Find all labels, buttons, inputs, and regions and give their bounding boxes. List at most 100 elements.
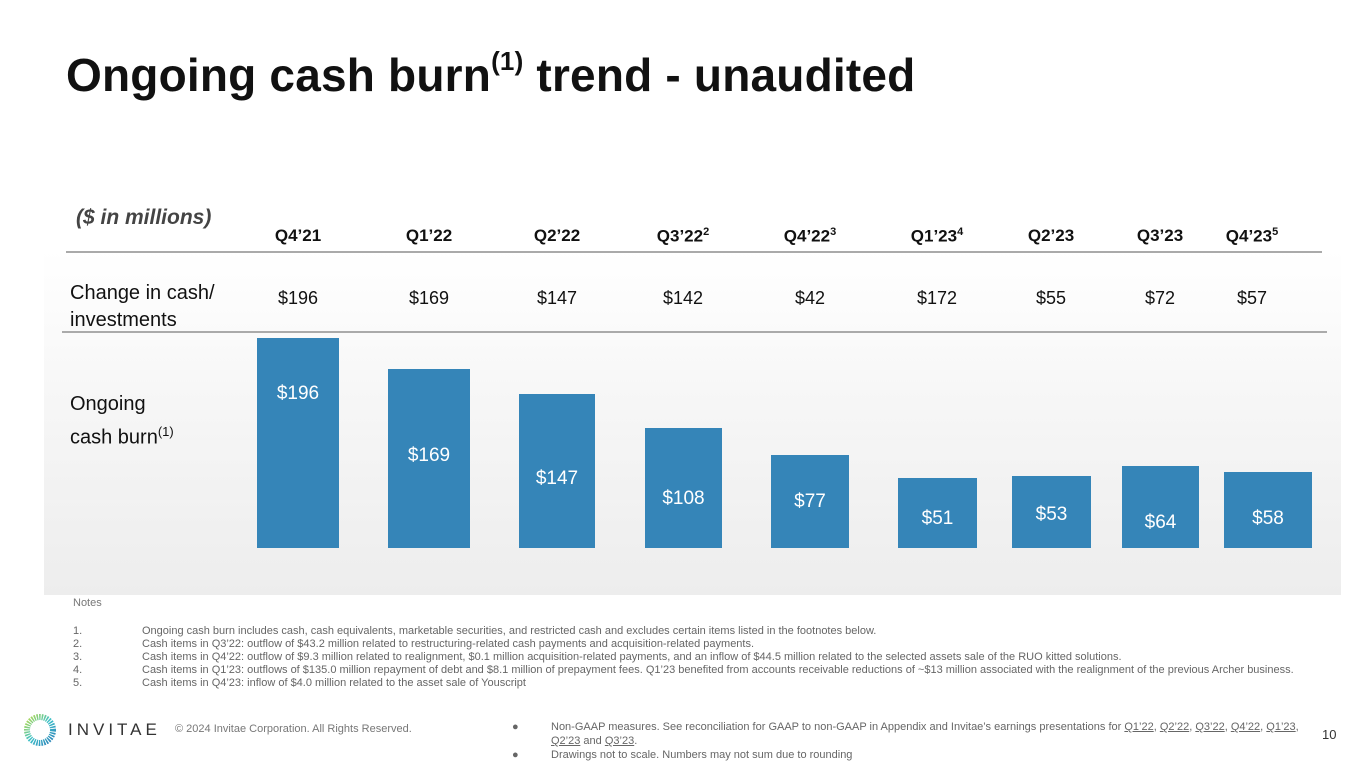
note-number: 2. — [73, 638, 83, 650]
change-value: $57 — [1236, 288, 1268, 308]
link-q2-23[interactable]: Q2’23 — [551, 735, 581, 747]
logo-text: INVITAE — [68, 720, 161, 739]
note-number: 3. — [73, 651, 83, 663]
bar — [645, 428, 722, 548]
bar — [388, 369, 470, 548]
quarter-footnote: 4 — [957, 226, 964, 238]
slide-title: Ongoing cash burn(1) trend - unaudited — [66, 46, 916, 102]
invitae-logo: INVITAE — [22, 712, 161, 748]
quarter-header: Q1’22 — [406, 226, 452, 246]
copyright: © 2024 Invitae Corporation. All Rights R… — [175, 723, 412, 735]
note-number: 1. — [73, 625, 83, 637]
logo-ring-icon — [24, 714, 56, 746]
quarter-header: Q2’22 — [534, 226, 580, 246]
link-q1-23[interactable]: Q1’23 — [1266, 721, 1296, 733]
change-value: $147 — [536, 288, 578, 308]
bar-data-label: $51 — [921, 508, 954, 529]
quarter-label: Q4’22 — [783, 226, 831, 246]
bar — [1122, 466, 1199, 548]
title-text-rest: trend - unaudited — [523, 49, 916, 101]
label-line: Change in cash/ — [70, 282, 215, 304]
quarter-header: Q4’223 — [784, 226, 836, 247]
note-item: 1. Ongoing cash burn includes cash, cash … — [73, 625, 1303, 638]
link-q4-22[interactable]: Q4’22 — [1230, 721, 1261, 733]
divider — [62, 331, 1327, 333]
quarter-label: Q3’22 — [656, 226, 704, 246]
note-text: Cash items in Q4’23: inflow of $4.0 mill… — [142, 677, 526, 689]
note-text: Cash items in Q3’22: outflow of $43.2 mi… — [142, 638, 755, 650]
change-value: $196 — [277, 288, 319, 308]
quarter-label: Q1’23 — [910, 226, 958, 246]
label-line: Ongoing — [70, 393, 146, 415]
label-line: cash burn — [70, 426, 158, 449]
bar-data-label: $53 — [1035, 504, 1068, 525]
bar — [771, 455, 849, 548]
note-item: 2. Cash items in Q3’22: outflow of $43.2 … — [73, 638, 1303, 651]
quarter-header: Q2’23 — [1028, 226, 1074, 246]
link-q3-22[interactable]: Q3’22 — [1195, 721, 1225, 733]
link-q3-23[interactable]: Q3’23 — [604, 735, 635, 747]
bullet-icon: ● — [512, 721, 519, 733]
quarter-footnote: 2 — [703, 226, 710, 238]
link-q2-22[interactable]: Q2’22 — [1159, 721, 1190, 733]
units-label: ($ in millions) — [76, 206, 212, 229]
bullet-item: ● Non-GAAP measures. See reconciliation f… — [512, 720, 1312, 748]
bullet-text-part: Non-GAAP measures. See reconciliation fo… — [551, 721, 1125, 733]
quarter-label: Q4’21 — [274, 226, 322, 245]
quarter-label: Q2’23 — [1027, 226, 1075, 245]
bar-data-label: $77 — [794, 491, 826, 512]
title-footnote: (1) — [491, 46, 524, 76]
note-text: Ongoing cash burn includes cash, cash eq… — [142, 625, 877, 637]
quarter-label: Q2’22 — [533, 226, 581, 245]
label-line: investments — [70, 309, 177, 331]
change-value: $142 — [662, 288, 704, 308]
label-footnote: (1) — [157, 424, 174, 439]
and-text: and — [583, 735, 602, 747]
quarter-header: Q3’222 — [657, 226, 709, 247]
change-row-label: Change in cash/investments — [70, 280, 215, 334]
bar — [898, 478, 977, 548]
change-value: $172 — [916, 288, 958, 308]
note-number: 5. — [73, 677, 83, 689]
bar-data-label: $169 — [407, 445, 451, 466]
bar — [519, 394, 595, 548]
bar-data-label: $108 — [662, 488, 705, 509]
note-item: 5. Cash items in Q4’23: inflow of $4.0 mi… — [73, 677, 1303, 690]
change-value: $42 — [794, 288, 826, 308]
bullet-icon: ● — [512, 749, 519, 761]
bar — [1224, 472, 1312, 548]
note-number: 4. — [73, 664, 83, 676]
quarter-header: Q1’234 — [911, 226, 963, 247]
quarter-label: Q3’23 — [1136, 226, 1184, 245]
note-text: Cash items in Q4’22: outflow of $9.3 mil… — [142, 651, 1122, 663]
quarter-header: Q4’235 — [1226, 226, 1278, 247]
notes-list: 1. Ongoing cash burn includes cash, cash … — [73, 625, 1303, 690]
bar-data-label: $64 — [1144, 512, 1177, 533]
quarter-footnote: 5 — [1272, 226, 1279, 238]
note-text: Cash items in Q1’23: outflows of $135.0 … — [142, 664, 1294, 676]
quarter-label: Q1’22 — [405, 226, 453, 245]
footer-bullets: ● Non-GAAP measures. See reconciliation f… — [512, 720, 1312, 762]
bar-data-label: $147 — [535, 468, 579, 489]
bar — [257, 338, 339, 548]
page-number: 10 — [1322, 727, 1337, 742]
bar-data-label: $196 — [276, 383, 320, 404]
bullet-item: ● Drawings not to scale. Numbers may not … — [512, 748, 1312, 762]
burn-row-label: Ongoing cash burn(1) — [70, 391, 174, 452]
note-item: 3. Cash items in Q4’22: outflow of $9.3 m… — [73, 651, 1303, 664]
quarter-header: Q3’23 — [1137, 226, 1183, 246]
bullet-text: Non-GAAP measures. See reconciliation fo… — [551, 721, 1299, 747]
bullet-text: Drawings not to scale. Numbers may not s… — [551, 749, 853, 761]
quarter-footnote: 3 — [830, 226, 837, 238]
quarter-header: Q4’21 — [275, 226, 321, 246]
link-q1-22[interactable]: Q1’22 — [1124, 721, 1154, 733]
divider — [66, 251, 1322, 253]
title-text: Ongoing cash burn — [66, 49, 492, 101]
bar — [1012, 476, 1091, 548]
notes-heading: Notes — [73, 597, 102, 609]
change-value: $72 — [1144, 288, 1176, 308]
change-value: $55 — [1035, 288, 1067, 308]
change-value: $169 — [408, 288, 450, 308]
note-item: 4. Cash items in Q1’23: outflows of $135.… — [73, 664, 1303, 677]
bar-data-label: $58 — [1252, 508, 1284, 529]
